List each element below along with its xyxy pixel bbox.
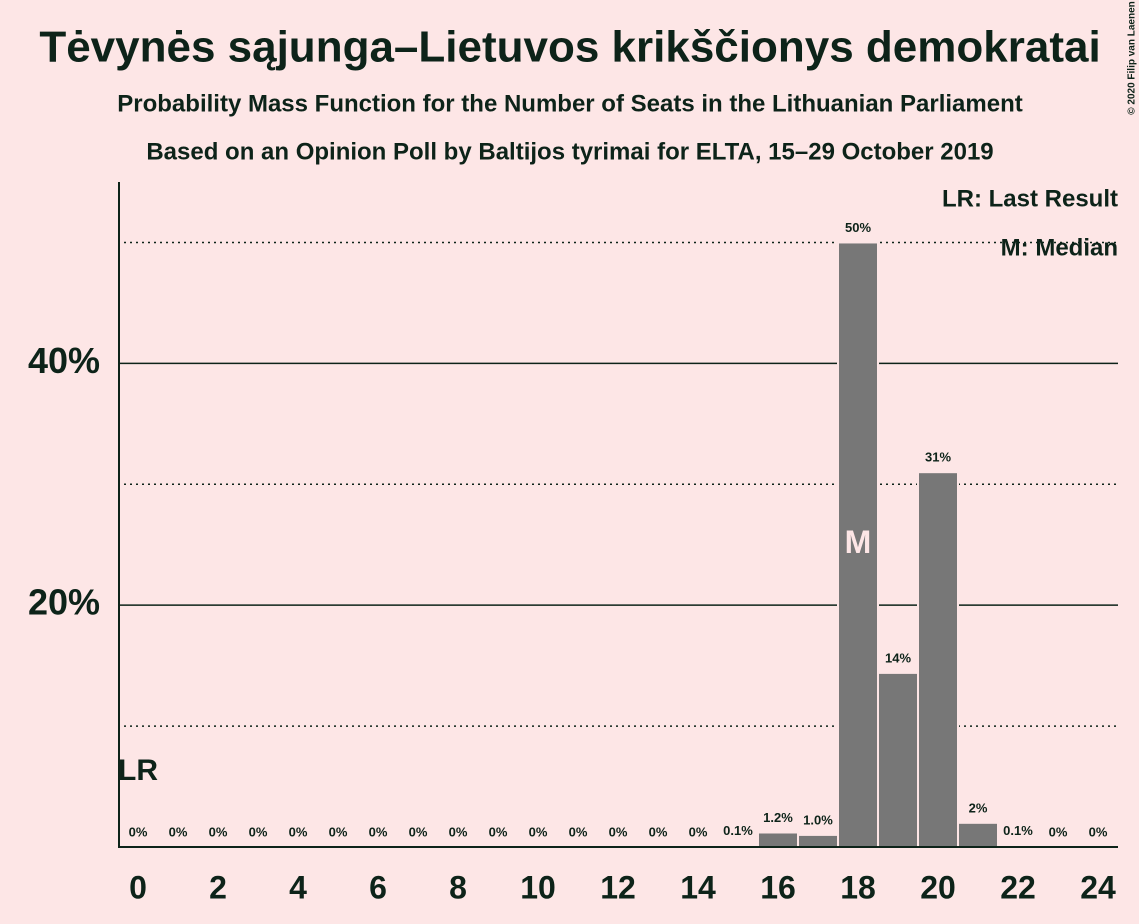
value-label: 0%	[489, 824, 508, 839]
value-label: 0%	[609, 824, 628, 839]
bar	[877, 671, 919, 849]
value-label: 0%	[569, 824, 588, 839]
x-tick-label: 14	[680, 869, 716, 905]
value-label: 0.1%	[1003, 823, 1033, 838]
value-label: 0%	[209, 824, 228, 839]
value-label: 0%	[409, 824, 428, 839]
value-label: 0%	[169, 824, 188, 839]
chart-subtitle: Probability Mass Function for the Number…	[117, 90, 1022, 117]
legend-entry: LR: Last Result	[942, 185, 1118, 212]
legend-entry: M: Median	[1001, 234, 1118, 261]
value-label: 0%	[129, 824, 148, 839]
x-tick-label: 10	[520, 869, 556, 905]
x-tick-label: 22	[1000, 869, 1036, 905]
median-marker: M	[845, 524, 872, 560]
x-tick-label: 18	[840, 869, 876, 905]
bar	[757, 831, 799, 848]
x-tick-label: 16	[760, 869, 796, 905]
value-label: 0%	[249, 824, 268, 839]
y-tick-label: 40%	[28, 340, 100, 381]
value-label: 0%	[689, 824, 708, 839]
x-tick-label: 8	[449, 869, 467, 905]
value-label: 0%	[649, 824, 668, 839]
y-tick-label: 20%	[28, 582, 100, 623]
bar	[917, 471, 959, 848]
value-label: 0%	[529, 824, 548, 839]
value-label: 0%	[289, 824, 308, 839]
copyright: © 2020 Filip van Laenen	[1127, 1, 1138, 115]
value-label: 1.0%	[803, 812, 833, 827]
value-label: 0%	[449, 824, 468, 839]
x-tick-label: 0	[129, 869, 147, 905]
value-label: 0%	[1089, 824, 1108, 839]
chart-subtitle: Based on an Opinion Poll by Baltijos tyr…	[146, 138, 993, 165]
value-label: 50%	[845, 220, 871, 235]
value-label: 2%	[969, 800, 988, 815]
last-result-marker: LR	[118, 754, 158, 787]
bar	[797, 833, 839, 849]
value-label: 0.1%	[723, 823, 753, 838]
value-label: 0%	[329, 824, 348, 839]
x-tick-label: 24	[1080, 869, 1116, 905]
chart-title: Tėvynės sąjunga–Lietuvos krikščionys dem…	[39, 23, 1100, 72]
value-label: 1.2%	[763, 810, 793, 825]
value-label: 0%	[369, 824, 388, 839]
x-tick-label: 2	[209, 869, 227, 905]
value-label: 31%	[925, 450, 951, 465]
x-tick-label: 6	[369, 869, 387, 905]
bar	[837, 241, 879, 849]
x-tick-label: 12	[600, 869, 636, 905]
value-label: 0%	[1049, 824, 1068, 839]
bar	[957, 821, 999, 848]
x-tick-label: 4	[289, 869, 307, 905]
value-label: 14%	[885, 650, 911, 665]
x-tick-label: 20	[920, 869, 956, 905]
